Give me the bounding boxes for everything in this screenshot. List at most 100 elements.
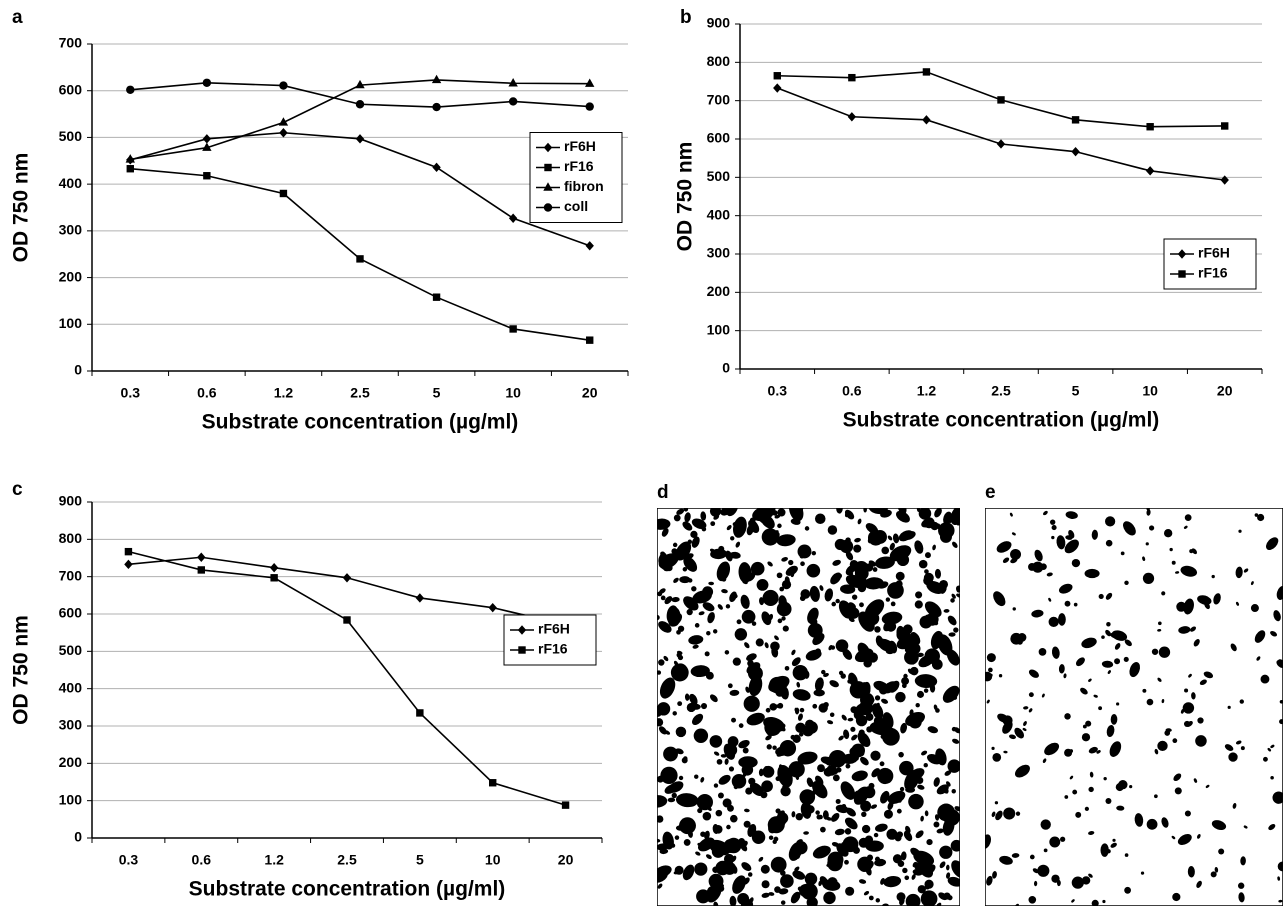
cell — [924, 569, 929, 574]
marker — [355, 100, 365, 109]
cell — [755, 638, 764, 647]
marker — [431, 74, 442, 84]
cell — [1088, 830, 1095, 836]
cell — [709, 508, 722, 517]
cell — [857, 642, 871, 659]
cell — [675, 793, 699, 808]
cell — [772, 839, 777, 844]
cell — [738, 739, 750, 749]
y-axis-title: OD 750 nm — [674, 142, 697, 252]
cell — [673, 577, 679, 583]
cell — [729, 551, 741, 559]
marker — [585, 78, 595, 87]
cell — [866, 854, 874, 861]
cell — [851, 734, 858, 741]
marker — [432, 102, 441, 112]
cell — [854, 681, 863, 688]
marker — [489, 779, 497, 787]
marker — [202, 134, 212, 144]
cell — [1043, 510, 1048, 516]
cell — [1012, 607, 1016, 611]
cell — [1114, 658, 1121, 665]
cell — [757, 511, 767, 524]
cell — [744, 808, 750, 813]
cell — [868, 560, 877, 567]
cell — [860, 800, 872, 812]
marker — [279, 81, 288, 90]
cell — [776, 572, 783, 579]
cell — [951, 593, 956, 599]
cell — [657, 870, 668, 883]
cell — [1210, 871, 1217, 878]
cell — [693, 728, 709, 743]
cell — [784, 576, 790, 585]
cell — [732, 865, 738, 874]
cell — [803, 731, 809, 736]
cell — [706, 801, 712, 807]
cell — [1175, 571, 1180, 574]
cell — [767, 561, 773, 567]
x-tick-label: 20 — [1217, 383, 1233, 399]
cell — [1239, 699, 1244, 704]
cell — [671, 792, 677, 799]
cell — [685, 553, 694, 560]
cell — [879, 761, 885, 767]
cell — [731, 717, 737, 723]
cell — [784, 665, 790, 671]
cell — [727, 804, 734, 812]
cell — [704, 830, 710, 840]
cell — [770, 856, 787, 873]
x-tick-label: 0.3 — [121, 385, 141, 401]
cell — [691, 536, 700, 548]
cell — [868, 508, 888, 515]
cell — [832, 774, 840, 782]
x-tick-label: 20 — [558, 852, 574, 868]
y-axis-title: OD 750 nm — [10, 615, 33, 725]
cell — [890, 601, 896, 607]
cell — [1110, 842, 1117, 848]
cell — [657, 795, 668, 808]
cell — [682, 864, 695, 881]
cell — [921, 750, 928, 756]
cell — [1193, 638, 1200, 647]
cell — [1102, 899, 1106, 904]
cell — [1049, 836, 1061, 848]
x-tick-label: 10 — [485, 852, 501, 868]
cell — [910, 632, 921, 645]
cell — [924, 601, 942, 618]
cell — [768, 892, 775, 896]
cell — [713, 825, 723, 834]
cell — [947, 759, 960, 773]
cell — [676, 508, 685, 515]
cell — [796, 839, 803, 845]
cell — [765, 707, 771, 713]
cell — [821, 669, 826, 675]
cell — [743, 695, 760, 712]
cell — [708, 873, 724, 889]
cell — [797, 751, 818, 765]
cell — [1110, 632, 1119, 639]
cell — [814, 677, 824, 692]
marker — [1221, 122, 1229, 130]
cell — [800, 802, 812, 819]
cell — [764, 642, 769, 649]
cell — [1270, 744, 1275, 749]
cell — [943, 809, 960, 826]
cell — [1145, 542, 1149, 546]
cell — [657, 843, 669, 851]
cell — [788, 761, 805, 778]
cell — [702, 811, 712, 821]
cell — [860, 756, 869, 766]
cell — [738, 562, 752, 584]
cell — [799, 789, 816, 805]
cell — [658, 726, 667, 735]
cell — [785, 565, 798, 576]
cell — [772, 745, 777, 750]
cell — [812, 703, 818, 709]
marker — [1177, 249, 1187, 259]
cell — [734, 628, 748, 641]
cell — [886, 828, 898, 840]
cell — [1270, 775, 1274, 780]
cell — [956, 593, 960, 598]
